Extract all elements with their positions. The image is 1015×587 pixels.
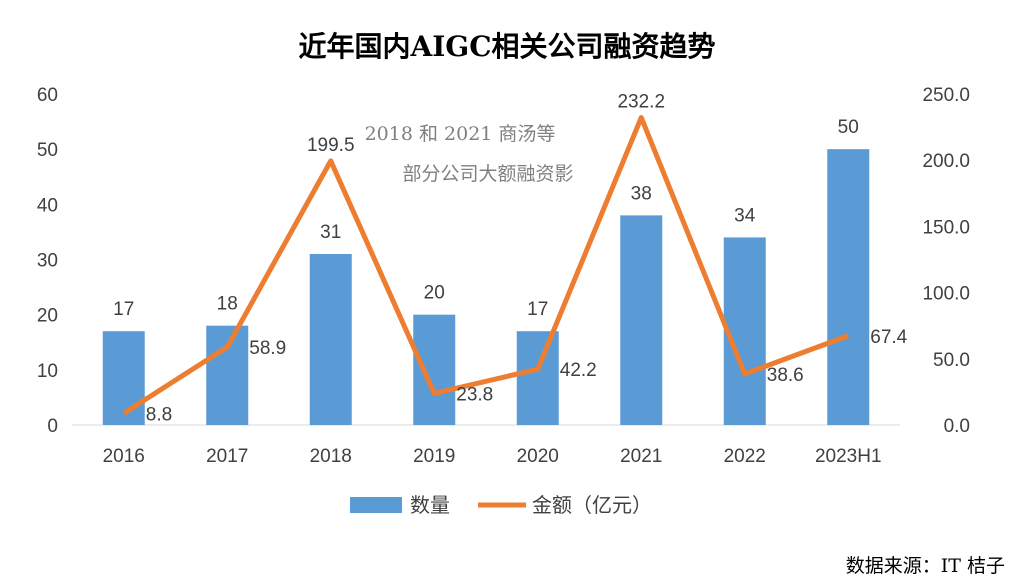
bar bbox=[723, 237, 766, 425]
bar-value-label: 17 bbox=[113, 299, 134, 320]
left-tick-label: 10 bbox=[37, 361, 58, 382]
bar bbox=[309, 253, 352, 425]
bar bbox=[620, 215, 663, 425]
right-axis-ticks: 0.0 50.0 100.0 150.0 200.0 250.0 bbox=[922, 85, 970, 437]
left-tick-label: 60 bbox=[37, 85, 58, 106]
line-value-label: 58.9 bbox=[249, 338, 286, 359]
legend-swatch-bar bbox=[350, 497, 402, 513]
left-tick-label: 40 bbox=[37, 195, 58, 216]
bar bbox=[827, 149, 870, 425]
bar-data-labels: 17 18 31 20 17 38 34 50 bbox=[113, 117, 859, 320]
bar-value-label: 20 bbox=[424, 283, 445, 304]
x-tick-label: 2019 bbox=[413, 446, 455, 467]
left-tick-label: 20 bbox=[37, 306, 58, 327]
line-value-label: 232.2 bbox=[617, 92, 665, 113]
right-tick-label: 250.0 bbox=[922, 85, 970, 106]
bar-value-label: 38 bbox=[631, 183, 652, 204]
x-tick-label: 2021 bbox=[620, 446, 662, 467]
line-value-label: 67.4 bbox=[870, 327, 907, 348]
annotation-line-2: 部分公司大额融资影 bbox=[402, 163, 573, 185]
line-data-labels: 8.8 58.9 199.5 23.8 42.2 232.2 38.6 67.4 bbox=[146, 92, 908, 426]
amount-line bbox=[122, 115, 850, 416]
line-value-label: 38.6 bbox=[767, 365, 804, 386]
source-note: 数据来源：IT 桔子 bbox=[846, 555, 1005, 577]
legend-label-bar: 数量 bbox=[410, 493, 450, 517]
bar bbox=[413, 314, 456, 425]
line-value-label: 199.5 bbox=[307, 135, 355, 156]
left-axis-ticks: 0 10 20 30 40 50 60 bbox=[37, 85, 58, 437]
annotation-text: 2018 和 2021 商汤等 部分公司大额融资影 bbox=[365, 123, 574, 185]
right-tick-label: 100.0 bbox=[922, 284, 970, 305]
x-tick-label: 2023H1 bbox=[815, 446, 882, 467]
right-tick-label: 0.0 bbox=[944, 416, 970, 437]
legend-label-line: 金额（亿元） bbox=[532, 493, 652, 517]
left-tick-label: 50 bbox=[37, 140, 58, 161]
bar-value-label: 31 bbox=[320, 222, 341, 243]
bar bbox=[516, 331, 559, 425]
x-tick-label: 2022 bbox=[724, 446, 766, 467]
x-axis-labels: 2016 2017 2018 2019 2020 2021 2022 2023H1 bbox=[103, 446, 882, 467]
right-tick-label: 50.0 bbox=[933, 350, 970, 371]
x-tick-label: 2016 bbox=[103, 446, 145, 467]
chart-title: 近年国内AIGC相关公司融资趋势 bbox=[298, 30, 715, 63]
bar-value-label: 34 bbox=[734, 205, 756, 226]
bar-value-label: 50 bbox=[838, 117, 859, 138]
bar-value-label: 18 bbox=[217, 294, 238, 315]
left-tick-label: 30 bbox=[37, 251, 58, 272]
line-value-label: 23.8 bbox=[456, 384, 493, 405]
bar bbox=[206, 325, 249, 425]
legend: 数量 金额（亿元） bbox=[350, 493, 652, 517]
line-value-label: 42.2 bbox=[560, 360, 597, 381]
right-tick-label: 150.0 bbox=[922, 217, 970, 238]
bar-value-label: 17 bbox=[527, 299, 548, 320]
line-value-label: 8.8 bbox=[146, 404, 172, 425]
right-tick-label: 200.0 bbox=[922, 151, 970, 172]
left-tick-label: 0 bbox=[47, 416, 58, 437]
x-tick-label: 2017 bbox=[206, 446, 248, 467]
x-tick-label: 2018 bbox=[310, 446, 352, 467]
annotation-line-1: 2018 和 2021 商汤等 bbox=[365, 123, 556, 145]
x-tick-label: 2020 bbox=[517, 446, 559, 467]
bar bbox=[102, 331, 145, 425]
